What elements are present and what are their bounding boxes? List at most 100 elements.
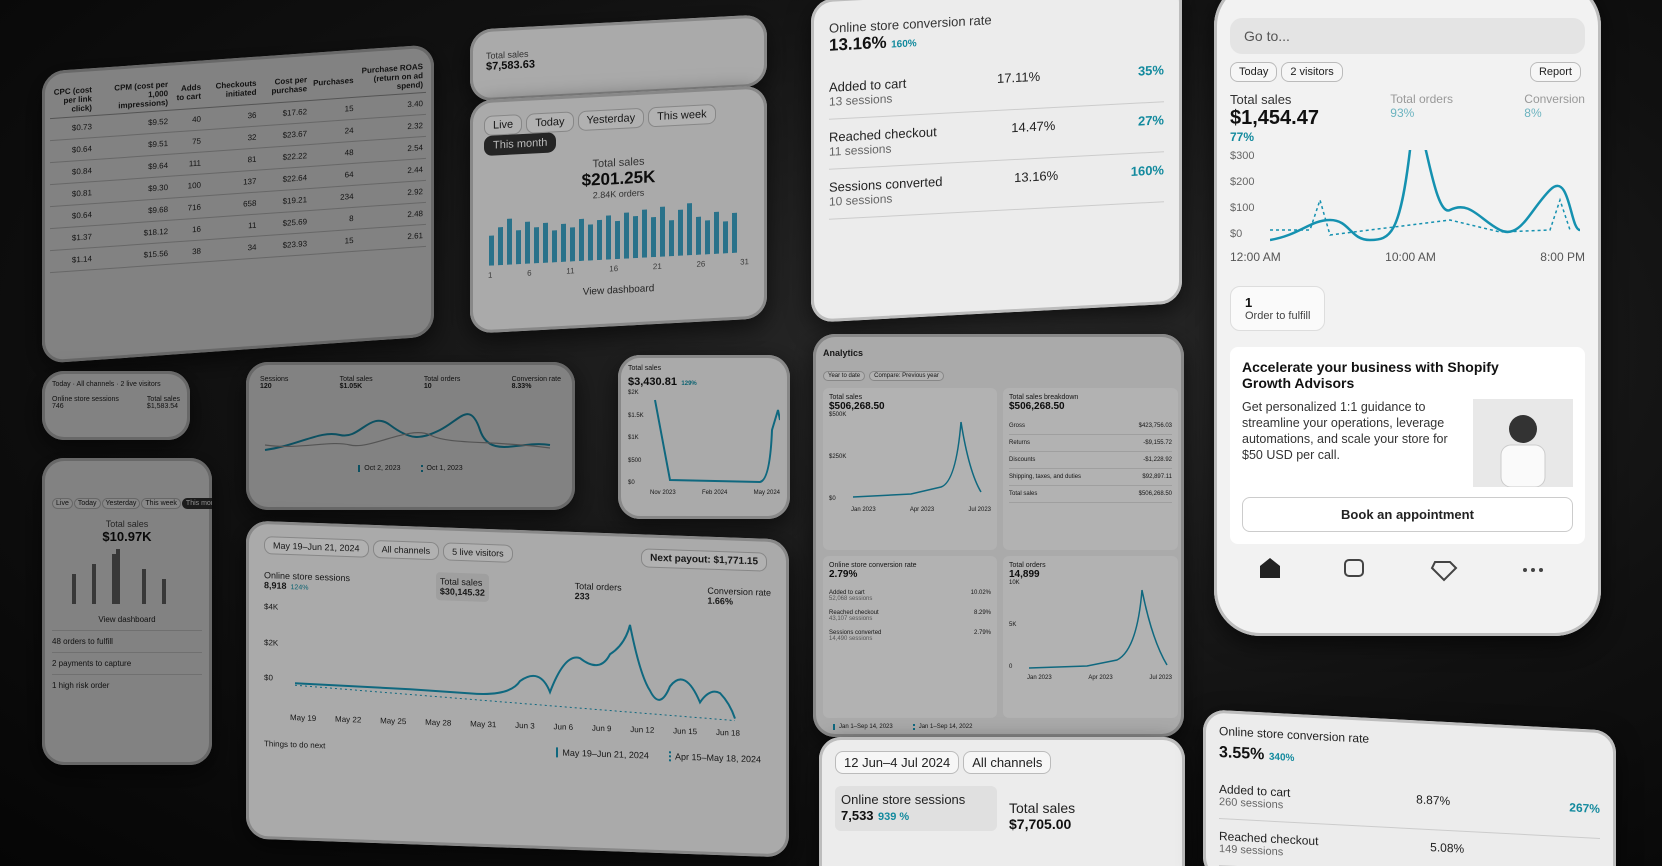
promo-body: Get personalized 1:1 guidance to streaml… xyxy=(1242,399,1573,487)
view-dashboard[interactable]: View dashboard xyxy=(582,283,655,298)
decoration xyxy=(1539,568,1543,572)
tab[interactable]: Live xyxy=(52,498,73,509)
tab[interactable]: Today xyxy=(73,498,101,509)
breakdown-value: $423,756.03 xyxy=(1138,423,1172,429)
y-label: $100 xyxy=(1230,202,1255,214)
tab[interactable]: This month xyxy=(484,132,557,157)
decoration xyxy=(687,203,692,256)
x-label: Jun 9 xyxy=(591,723,612,734)
book-button[interactable]: Book an appointment xyxy=(1242,497,1573,532)
title: Analytics xyxy=(823,348,864,358)
metric: Sessions 120 xyxy=(260,376,288,390)
period[interactable]: May 19–Jun 21, 2024 xyxy=(264,536,369,558)
task[interactable]: 1 high risk order xyxy=(52,674,202,696)
count: 1 xyxy=(1245,295,1253,310)
step: Added to cart 13 sessions xyxy=(829,76,906,109)
visitors-pill[interactable]: 2 visitors xyxy=(1281,62,1343,82)
sales-metric: Total sales $1,454.47 77% xyxy=(1230,92,1319,144)
home-icon[interactable] xyxy=(1260,558,1280,578)
value: 3.55% xyxy=(1219,744,1265,764)
legend-item: Oct 1, 2023 xyxy=(420,465,463,472)
rows: Added to cart 260 sessions 8.87% 267% Reache… xyxy=(1219,772,1600,866)
metric-value-row: $30,145.32 xyxy=(440,586,485,598)
tab[interactable]: Yesterday xyxy=(577,107,645,132)
y-label: $200 xyxy=(1230,176,1255,188)
change: 77% xyxy=(1230,130,1255,144)
table-cell: $1.37 xyxy=(50,225,95,251)
visitors[interactable]: 5 live visitors xyxy=(443,542,513,563)
view-dashboard[interactable]: View dashboard xyxy=(98,615,156,624)
change: 160% xyxy=(891,38,917,51)
payout[interactable]: Next payout: $1,771.15 xyxy=(641,548,767,572)
decoration xyxy=(1523,568,1527,572)
decoration xyxy=(1028,589,1168,669)
compare[interactable]: Compare: Previous year xyxy=(869,371,944,381)
metric-change: 124% xyxy=(290,584,309,592)
decoration xyxy=(669,220,674,257)
task[interactable]: 48 orders to fulfill xyxy=(52,630,202,652)
decoration xyxy=(705,220,710,255)
report-button[interactable]: Report xyxy=(1529,62,1581,82)
x-label: Jun 3 xyxy=(515,720,535,731)
y-label: $0 xyxy=(264,673,273,683)
decoration xyxy=(606,215,611,260)
step: Reached checkout 11 sessions xyxy=(829,124,937,159)
sales: Total sales $1,583.54 xyxy=(147,396,180,410)
label: Online store conversion rate xyxy=(829,562,917,569)
x-label: 11 xyxy=(566,266,575,276)
metric: Conversion rate 8.33% xyxy=(512,376,561,390)
table-cell: 716 xyxy=(171,195,205,221)
conversion-row: Added to cart 52,068 sessions 10.02% xyxy=(829,586,991,606)
metrics: Online store sessions 7,533 939 % Total … xyxy=(835,786,1169,832)
x-label: Jan 2023 xyxy=(851,507,876,513)
x-label: 31 xyxy=(740,257,749,267)
legend: Jan 1–Sep 14, 2023 Jan 1–Sep 14, 2022 xyxy=(823,724,1174,730)
decoration xyxy=(116,549,120,604)
decoration xyxy=(588,224,593,261)
conversion-card: Online store conversion rate 13.16% 160%… xyxy=(811,0,1182,323)
orders-metric: Total orders 93% xyxy=(1390,92,1453,120)
x-label: Nov 2023 xyxy=(650,490,676,496)
bottom-center-card: 12 Jun–4 Jul 2024 All channels Online sto… xyxy=(819,737,1185,866)
x-label: Apr 2023 xyxy=(909,507,935,513)
more-icon[interactable] xyxy=(1523,568,1543,572)
fulfill-card[interactable]: 1 Order to fulfill xyxy=(1230,286,1326,331)
tab[interactable]: This week xyxy=(648,103,716,128)
decoration xyxy=(489,235,494,266)
decoration xyxy=(1509,415,1537,443)
decoration xyxy=(660,206,665,257)
conversion-row: Reached checkout 43,107 sessions 8.29% xyxy=(829,606,991,626)
task[interactable]: 2 payments to capture xyxy=(52,652,202,674)
promo-card: Accelerate your business with Shopify Gr… xyxy=(1230,347,1585,544)
conversion-metric: Conversion 8% xyxy=(1524,92,1585,120)
column-header: Cost per purchase xyxy=(259,66,311,104)
decoration xyxy=(561,223,566,263)
table-cell: 16 xyxy=(171,217,205,243)
channels[interactable]: All channels xyxy=(372,539,440,561)
tab[interactable]: Yesterday xyxy=(101,498,141,509)
search-bar[interactable]: Go to... xyxy=(1230,18,1585,54)
x-label: Jul 2023 xyxy=(1149,675,1172,681)
step: Added to cart 260 sessions xyxy=(1219,782,1290,812)
x-labels: Nov 2023 Feb 2024 May 2024 xyxy=(628,490,780,496)
metrics: Total sales $1,454.47 77% Total orders 93… xyxy=(1230,92,1585,144)
period[interactable]: Year to date xyxy=(823,371,866,381)
metric-value: 120 xyxy=(260,383,272,390)
tab[interactable]: This month xyxy=(181,498,212,509)
ads-table-card: CPC (cost per link click) CPM (cost per 1… xyxy=(42,44,434,364)
decoration xyxy=(615,220,620,260)
column-header: Checkouts initiated xyxy=(204,70,260,108)
tab[interactable]: Today xyxy=(526,111,574,134)
value: $506,268.50 xyxy=(1009,401,1065,412)
channels[interactable]: All channels xyxy=(963,751,1052,774)
step-rate: 8.29% xyxy=(973,610,991,616)
value: 7,533 xyxy=(841,808,874,823)
products-icon[interactable] xyxy=(1430,561,1458,582)
period[interactable]: 12 Jun–4 Jul 2024 xyxy=(835,751,960,774)
period-button[interactable]: Today xyxy=(1230,62,1278,82)
tab[interactable]: This week xyxy=(141,498,181,509)
x-label: May 31 xyxy=(470,719,497,730)
orders-icon[interactable] xyxy=(1344,559,1364,577)
tab[interactable]: Live xyxy=(484,114,523,137)
x-label: May 19 xyxy=(290,713,317,723)
